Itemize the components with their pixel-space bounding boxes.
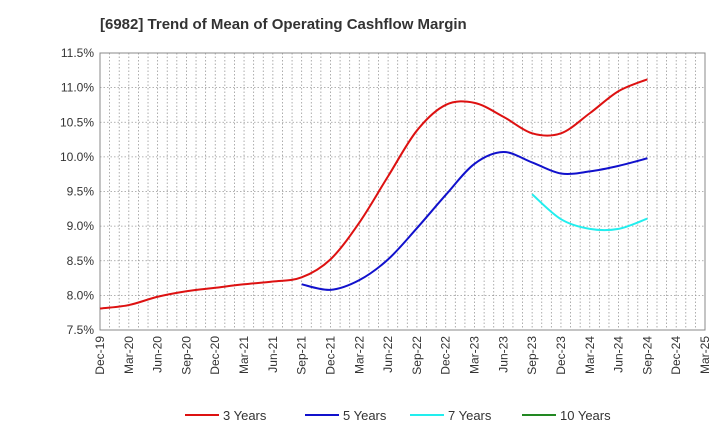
x-tick-label: Jun-20 bbox=[151, 336, 165, 373]
legend-label: 10 Years bbox=[560, 408, 611, 423]
x-tick-label: Jun-21 bbox=[266, 336, 280, 373]
grid-layer bbox=[100, 53, 705, 330]
y-tick-label: 10.0% bbox=[60, 150, 94, 164]
y-tick-label: 8.5% bbox=[67, 254, 95, 268]
x-tick-label: Dec-22 bbox=[439, 336, 453, 375]
x-tick-label: Dec-19 bbox=[93, 336, 107, 375]
x-tick-label: Sep-23 bbox=[525, 336, 539, 375]
y-axis-ticks: 7.5% 8.0% 8.5% 9.0% 9.5% 10.0% 10.5% 11.0% 11.5% bbox=[60, 46, 94, 337]
x-axis-ticks: Dec-19 Mar-20 Jun-20 Sep-20 Dec-20 Mar-21 Jun-… bbox=[93, 336, 712, 375]
plot-frame bbox=[99, 52, 706, 331]
x-tick-label: Sep-20 bbox=[179, 336, 193, 375]
y-tick-label: 7.5% bbox=[67, 323, 95, 337]
x-tick-label: Mar-21 bbox=[237, 336, 251, 374]
x-tick-label: Jun-23 bbox=[496, 336, 510, 373]
legend: 3 Years 5 Years 7 Years 10 Years bbox=[185, 408, 611, 423]
x-tick-label: Sep-22 bbox=[410, 336, 424, 375]
x-tick-label: Dec-23 bbox=[554, 336, 568, 375]
legend-label: 7 Years bbox=[448, 408, 492, 423]
x-tick-label: Mar-25 bbox=[698, 336, 712, 374]
y-tick-label: 9.0% bbox=[67, 219, 95, 233]
x-tick-label: Dec-21 bbox=[323, 336, 337, 375]
x-tick-label: Dec-20 bbox=[208, 336, 222, 375]
legend-label: 3 Years bbox=[223, 408, 267, 423]
x-tick-label: Mar-22 bbox=[352, 336, 366, 374]
x-tick-label: Jun-24 bbox=[612, 336, 626, 373]
x-tick-label: Sep-24 bbox=[640, 336, 654, 375]
series-line-3-years bbox=[99, 78, 648, 310]
y-tick-label: 9.5% bbox=[67, 185, 95, 199]
y-tick-label: 11.5% bbox=[61, 46, 94, 60]
y-tick-label: 10.5% bbox=[60, 115, 94, 129]
x-tick-label: Jun-22 bbox=[381, 336, 395, 373]
x-tick-label: Sep-21 bbox=[295, 336, 309, 375]
y-tick-label: 11.0% bbox=[61, 81, 94, 95]
series-layer bbox=[99, 78, 648, 310]
x-tick-label: Dec-24 bbox=[669, 336, 683, 375]
x-tick-label: Mar-23 bbox=[468, 336, 482, 374]
chart-title: [6982] Trend of Mean of Operating Cashfl… bbox=[100, 16, 467, 33]
x-tick-label: Mar-20 bbox=[122, 336, 136, 374]
legend-label: 5 Years bbox=[343, 408, 387, 423]
series-line-7-years bbox=[531, 193, 648, 232]
x-tick-label: Mar-24 bbox=[583, 336, 597, 374]
series-line-5-years bbox=[301, 151, 648, 291]
y-tick-label: 8.0% bbox=[67, 288, 95, 302]
